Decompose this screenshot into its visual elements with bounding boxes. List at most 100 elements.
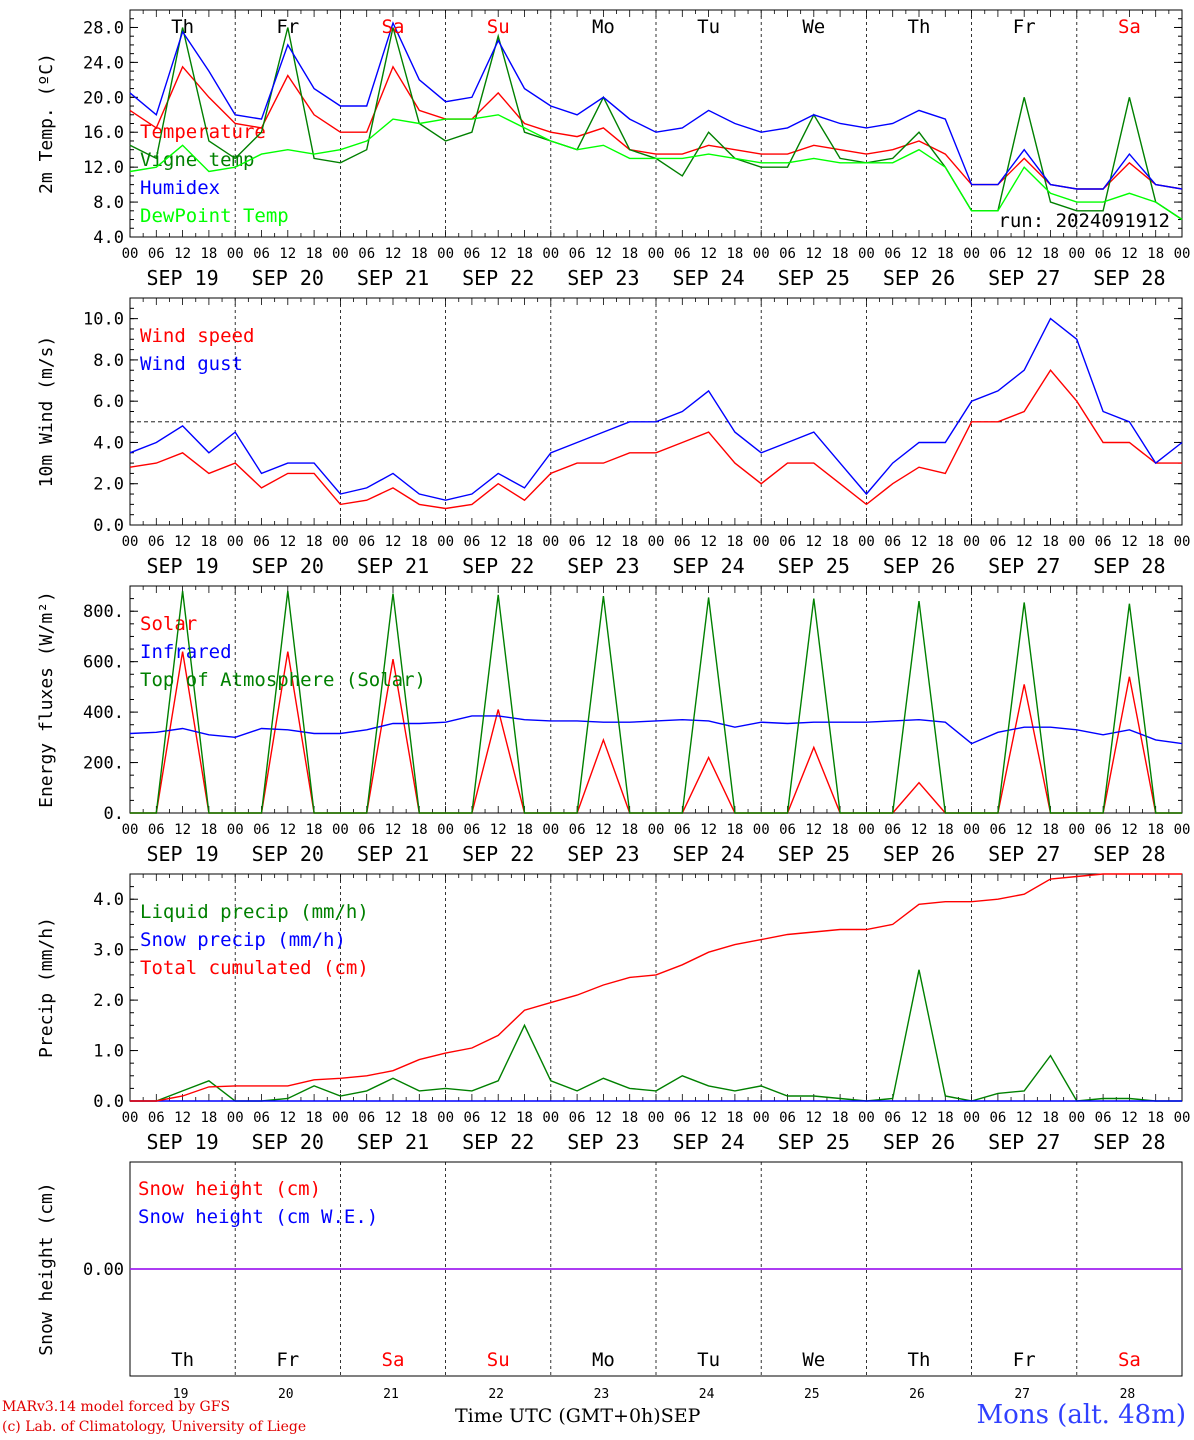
hour-tick-label: 06 [569, 246, 586, 262]
day-number-label: 25 [804, 1387, 820, 1400]
date-label: SEP 22 [462, 554, 534, 578]
hour-tick-label: 06 [1095, 534, 1112, 550]
weekday-label: Tu [697, 16, 720, 38]
hour-tick-label: 00 [1068, 822, 1085, 838]
meteogram: 4.0 8.0 12.0 16.0 20.0 24.0 28.0 2m Temp. (ºC) T… [36, 9, 1190, 1400]
series-line-liquid-precip-mm-h- [130, 969, 1182, 1102]
hour-tick-label: 06 [148, 246, 165, 262]
hour-tick-label: 18 [937, 1110, 954, 1126]
legend-entry: Infrared [140, 641, 232, 663]
hour-tick-label: 06 [358, 1110, 375, 1126]
hour-tick-label: 12 [911, 822, 928, 838]
hour-tick-label: 12 [595, 1110, 612, 1126]
y-tick-label: 8.0 [93, 193, 124, 213]
y-tick-label: 0. [104, 804, 124, 824]
y-tick-label: 4.0 [93, 433, 124, 453]
date-label: SEP 23 [567, 842, 639, 866]
hour-tick-label: 18 [726, 246, 743, 262]
date-label: SEP 23 [567, 554, 639, 578]
date-label: SEP 22 [462, 266, 534, 290]
hour-tick-label: 06 [148, 534, 165, 550]
legend-entry: Solar [140, 613, 197, 635]
hour-tick-label: 18 [200, 822, 217, 838]
y-tick-label: 200. [83, 754, 124, 774]
date-label: SEP 28 [1093, 842, 1165, 866]
date-label: SEP 20 [252, 554, 324, 578]
lab-credit: (c) Lab. of Climatology, University of L… [2, 1419, 307, 1435]
hour-tick-label: 00 [753, 822, 770, 838]
hour-tick-label: 18 [621, 534, 638, 550]
hour-tick-label: 12 [174, 1110, 191, 1126]
hour-tick-label: 12 [700, 246, 717, 262]
hour-tick-label: 18 [306, 1110, 323, 1126]
hour-tick-label: 06 [358, 534, 375, 550]
date-label: SEP 20 [252, 266, 324, 290]
date-label: SEP 25 [778, 266, 850, 290]
weekday-label-bottom: Th [171, 1349, 194, 1371]
hour-tick-label: 00 [437, 1110, 454, 1126]
hour-tick-label: 18 [1147, 822, 1164, 838]
hour-tick-label: 06 [674, 822, 691, 838]
date-label: SEP 19 [146, 842, 218, 866]
hour-tick-label: 06 [253, 534, 270, 550]
hour-tick-label: 12 [1016, 534, 1033, 550]
weekday-label-bottom: Sa [382, 1349, 405, 1371]
station-name: Mons (alt. 48m) [976, 1400, 1186, 1430]
hour-tick-label: 00 [648, 246, 665, 262]
hour-tick-label: 00 [648, 1110, 665, 1126]
hour-tick-label: 18 [411, 822, 428, 838]
hour-tick-label: 18 [1042, 1110, 1059, 1126]
hour-tick-label: 18 [306, 822, 323, 838]
hour-tick-label: 12 [279, 1110, 296, 1126]
date-label: SEP 28 [1093, 554, 1165, 578]
hour-tick-label: 12 [279, 822, 296, 838]
hour-tick-label: 12 [385, 534, 402, 550]
hour-tick-label: 00 [753, 534, 770, 550]
hour-tick-label: 18 [621, 822, 638, 838]
y-tick-label: 2.0 [93, 475, 124, 495]
hour-tick-label: 00 [332, 822, 349, 838]
hour-tick-label: 12 [174, 822, 191, 838]
hour-tick-label: 18 [1147, 1110, 1164, 1126]
date-label: SEP 21 [357, 842, 429, 866]
legend-entry: DewPoint Temp [140, 205, 289, 227]
hour-tick-label: 18 [516, 534, 533, 550]
date-label: SEP 20 [252, 1130, 324, 1154]
hour-tick-label: 12 [1121, 246, 1138, 262]
hour-tick-label: 00 [1068, 1110, 1085, 1126]
hour-tick-label: 18 [937, 534, 954, 550]
legend-entry: Top of Atmosphere (Solar) [140, 669, 426, 691]
date-label: SEP 21 [357, 266, 429, 290]
hour-tick-label: 00 [858, 534, 875, 550]
date-label: SEP 24 [672, 1130, 744, 1154]
hour-tick-label: 00 [963, 246, 980, 262]
hour-tick-label: 12 [700, 822, 717, 838]
hour-tick-label: 06 [463, 822, 480, 838]
date-label: SEP 22 [462, 842, 534, 866]
hour-tick-label: 18 [200, 534, 217, 550]
hour-tick-label: 00 [858, 246, 875, 262]
date-label: SEP 24 [672, 266, 744, 290]
hour-tick-label: 18 [306, 534, 323, 550]
hour-tick-label: 00 [227, 246, 244, 262]
series-line-humidex [129, 21, 1183, 190]
hour-tick-label: 12 [911, 534, 928, 550]
hour-tick-label: 12 [490, 1110, 507, 1126]
y-axis-label: 10m Wind (m/s) [36, 336, 57, 488]
legend-entry: Snow height (cm W.E.) [138, 1206, 378, 1228]
hour-tick-label: 00 [858, 822, 875, 838]
date-label: SEP 26 [883, 266, 955, 290]
date-label: SEP 23 [567, 266, 639, 290]
hour-tick-label: 06 [674, 246, 691, 262]
hour-tick-label: 00 [227, 822, 244, 838]
y-tick-label: 12.0 [83, 158, 124, 178]
series-line-total-cumulated-cm- [130, 873, 1182, 1102]
y-tick-label: 400. [83, 703, 124, 723]
y-tick-label: 4.0 [93, 228, 124, 248]
day-number-label: 22 [488, 1387, 504, 1400]
hour-tick-label: 06 [674, 1110, 691, 1126]
hour-tick-label: 12 [1121, 822, 1138, 838]
hour-tick-label: 18 [937, 246, 954, 262]
date-label: SEP 27 [988, 842, 1060, 866]
hour-tick-label: 00 [753, 1110, 770, 1126]
